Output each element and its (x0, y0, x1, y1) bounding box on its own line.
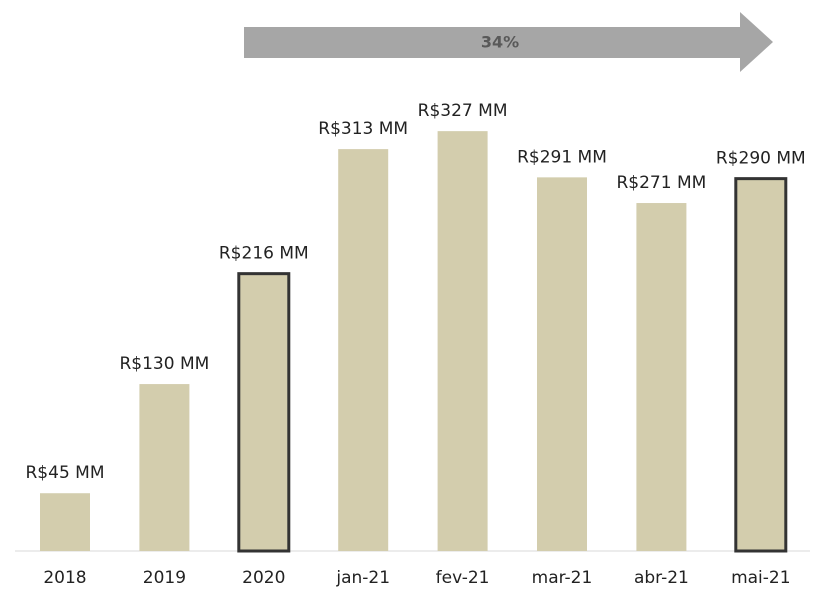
bar (537, 177, 587, 551)
bar (139, 384, 190, 551)
x-tick-label: mai-21 (731, 568, 790, 588)
value-label: R$130 MM (119, 354, 209, 374)
value-label: R$327 MM (418, 101, 508, 121)
value-label: R$271 MM (616, 173, 706, 193)
x-tick-label: fev-21 (436, 568, 490, 588)
bar (40, 493, 90, 551)
annotation: 34% (481, 33, 519, 52)
value-label: R$313 MM (318, 119, 408, 139)
value-label: R$216 MM (219, 244, 309, 264)
x-tick-label: 2019 (143, 568, 186, 588)
x-tick-label: 2020 (242, 568, 285, 588)
value-label: R$291 MM (517, 147, 607, 167)
growth-arrow (244, 12, 773, 72)
x-tick-label: abr-21 (634, 568, 689, 588)
bar (636, 203, 687, 551)
x-tick-label: 2018 (43, 568, 86, 588)
bar (237, 272, 291, 553)
bar (338, 149, 389, 551)
bar (734, 177, 788, 553)
value-label: R$45 MM (26, 463, 105, 483)
x-tick-label: mar-21 (532, 568, 593, 588)
value-label: R$290 MM (716, 149, 806, 169)
x-tick-label: jan-21 (335, 568, 390, 588)
bar (437, 131, 488, 551)
